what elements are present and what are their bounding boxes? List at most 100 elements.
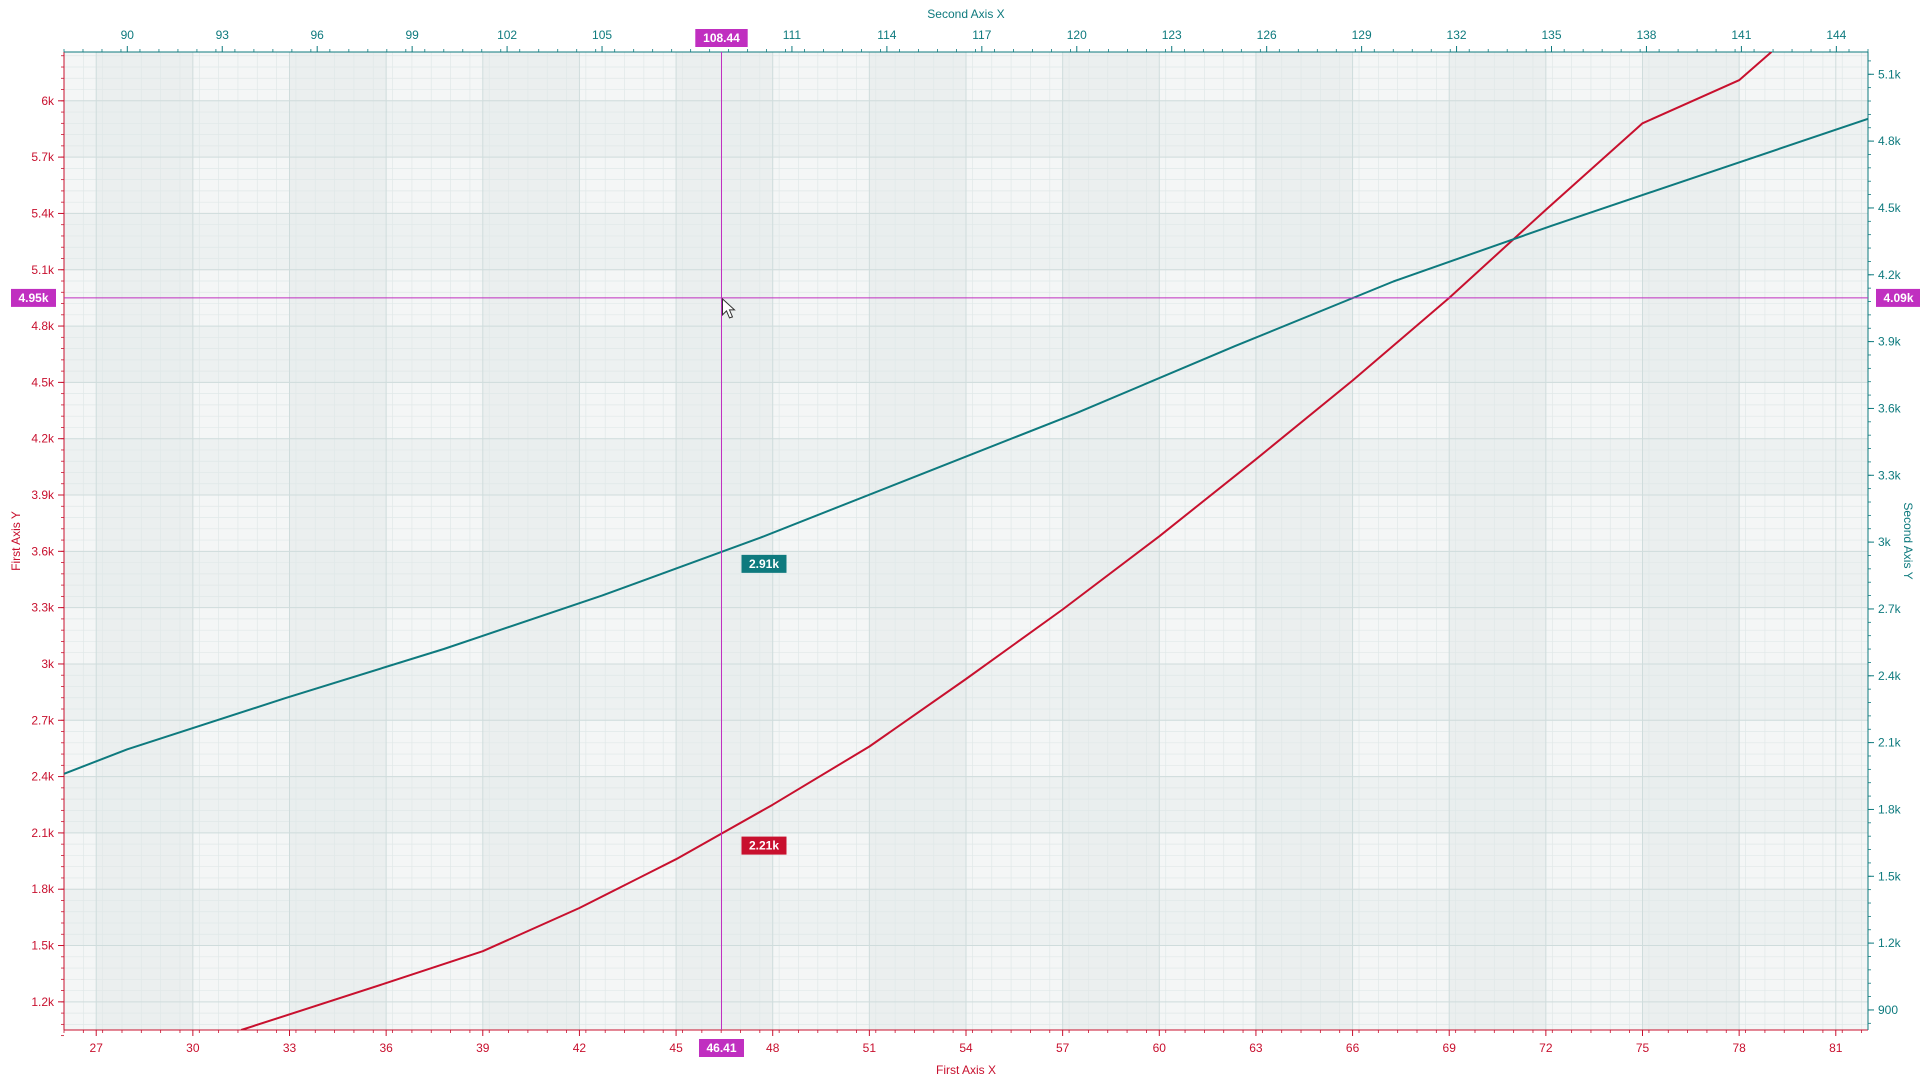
crosshair-first-y-badge: 4.95k [11, 288, 56, 307]
crosshair-second-y-badge-bg [1876, 288, 1920, 307]
grid-band-vertical [869, 52, 966, 1030]
first-y-tick-label: 4.8k [31, 319, 55, 333]
grid-band-vertical [1642, 52, 1740, 1030]
first-y-tick-label: 5.1k [31, 263, 55, 277]
second-x-tick-label: 120 [1067, 28, 1087, 42]
first-y-tick-label: 5.4k [31, 206, 55, 220]
first-y-tick-label: 2.4k [31, 770, 55, 784]
second-x-tick-label: 114 [877, 28, 896, 42]
first-x-tick-label: 63 [1249, 1041, 1263, 1055]
first-x-tick-label: 30 [186, 1041, 200, 1055]
value-label: 2.21k [741, 836, 787, 855]
crosshair-first-x-badge-bg [698, 1039, 744, 1057]
series-line-teal[interactable] [64, 117, 1868, 775]
first-y-tick-label: 3.6k [31, 544, 55, 558]
series-line-red[interactable] [240, 52, 1773, 1030]
second-x-axis-title: Second Axis X [927, 7, 1004, 21]
first-x-tick-label: 42 [573, 1041, 587, 1055]
first-x-tick-label: 39 [476, 1041, 490, 1055]
second-y-tick-label: 3.9k [1878, 335, 1902, 349]
first-y-tick-label: 3.3k [31, 601, 55, 615]
second-y-tick-label: 2.4k [1878, 669, 1902, 683]
first-x-tick-label: 75 [1636, 1041, 1650, 1055]
first-y-tick-label: 2.1k [31, 826, 55, 840]
second-y-tick-label: 900 [1878, 1003, 1898, 1017]
second-x-tick-label: 129 [1352, 28, 1372, 42]
second-y-axis-title: Second Axis Y [1901, 502, 1915, 579]
value-label-text: 2.91k [749, 557, 779, 571]
second-y-tick-label: 4.5k [1878, 201, 1902, 215]
crosshair-second-x-badge-bg [695, 29, 748, 47]
second-y-tick-label: 3.6k [1878, 401, 1902, 415]
grid-band-vertical [1255, 52, 1353, 1030]
grid-band-vertical [482, 52, 580, 1030]
second-x-tick-label: 111 [783, 28, 802, 42]
second-x-tick-label: 117 [972, 28, 991, 42]
series-group [64, 52, 1868, 1030]
first-x-tick-label: 51 [863, 1041, 877, 1055]
second-y-tick-label: 4.2k [1878, 268, 1902, 282]
second-y-tick-label: 3.3k [1878, 468, 1902, 482]
first-y-tick-label: 4.5k [31, 375, 55, 389]
first-y-tick-label: 5.7k [31, 150, 55, 164]
grid-lines [64, 52, 1868, 1030]
second-y-tick-label: 2.7k [1878, 602, 1902, 616]
second-x-tick-label: 138 [1636, 28, 1656, 42]
second-x-tick-label: 90 [121, 28, 135, 42]
first-y-tick-label: 3k [41, 657, 55, 671]
first-y-tick-label: 3.9k [31, 488, 55, 502]
second-x-tick-label: 141 [1731, 28, 1751, 42]
second-x-tick-label: 123 [1162, 28, 1182, 42]
second-x-tick-label: 96 [311, 28, 325, 42]
first-y-tick-label: 1.2k [31, 995, 55, 1009]
second-y-tick-label: 4.8k [1878, 134, 1902, 148]
first-x-tick-label: 48 [766, 1041, 780, 1055]
second-x-tick-label: 135 [1541, 28, 1561, 42]
value-label-bg [741, 836, 787, 855]
first-x-axis-title: First Axis X [936, 1063, 996, 1077]
first-y-tick-label: 1.8k [31, 882, 55, 896]
first-x-tick-label: 27 [90, 1041, 104, 1055]
grid-band-vertical [676, 52, 773, 1030]
crosshair-first-x-badge-text: 46.41 [706, 1041, 736, 1055]
first-y-tick-label: 1.5k [31, 939, 55, 953]
second-y-tick-label: 2.1k [1878, 736, 1902, 750]
second-y-tick-label: 1.2k [1878, 936, 1902, 950]
first-x-tick-label: 36 [379, 1041, 393, 1055]
first-x-tick-label: 81 [1829, 1041, 1843, 1055]
crosshair-first-x-badge: 46.41 [698, 1039, 744, 1057]
grid-band-vertical [289, 52, 387, 1030]
first-x-tick-label: 60 [1153, 1041, 1167, 1055]
first-y-tick-label: 6k [41, 94, 55, 108]
first-y-tick-label: 4.2k [31, 432, 55, 446]
second-x-tick-label: 105 [592, 28, 612, 42]
second-x-tick-label: 99 [405, 28, 419, 42]
first-x-tick-label: 66 [1346, 1041, 1360, 1055]
second-x-tick-label: 126 [1257, 28, 1277, 42]
grid-band-vertical [96, 52, 193, 1030]
grid-band-vertical [1449, 52, 1546, 1030]
first-x-tick-label: 45 [669, 1041, 683, 1055]
second-y-tick-label: 3k [1878, 535, 1892, 549]
second-y-tick-label: 1.5k [1878, 869, 1902, 883]
second-x-tick-label: 102 [497, 28, 517, 42]
second-y-tick-label: 5.1k [1878, 67, 1902, 81]
crosshair-second-x-badge: 108.44 [695, 29, 748, 47]
crosshair-second-y-badge-text: 4.09k [1883, 291, 1913, 305]
crosshair-first-y-badge-bg [11, 288, 56, 307]
second-y-tick-label: 1.8k [1878, 802, 1902, 816]
arrow-cursor-icon [721, 297, 736, 319]
second-x-tick-label: 144 [1826, 28, 1846, 42]
grid-band-vertical [1062, 52, 1160, 1030]
crosshair-second-x-badge-text: 108.44 [703, 31, 740, 45]
first-x-tick-label: 33 [283, 1041, 297, 1055]
first-y-tick-label: 2.7k [31, 713, 55, 727]
first-x-tick-label: 69 [1443, 1041, 1457, 1055]
value-label-text: 2.21k [749, 839, 779, 853]
second-x-tick-label: 93 [216, 28, 230, 42]
value-label: 2.91k [741, 554, 787, 573]
value-label-bg [741, 554, 787, 573]
first-y-axis-title: First Axis Y [9, 511, 23, 571]
